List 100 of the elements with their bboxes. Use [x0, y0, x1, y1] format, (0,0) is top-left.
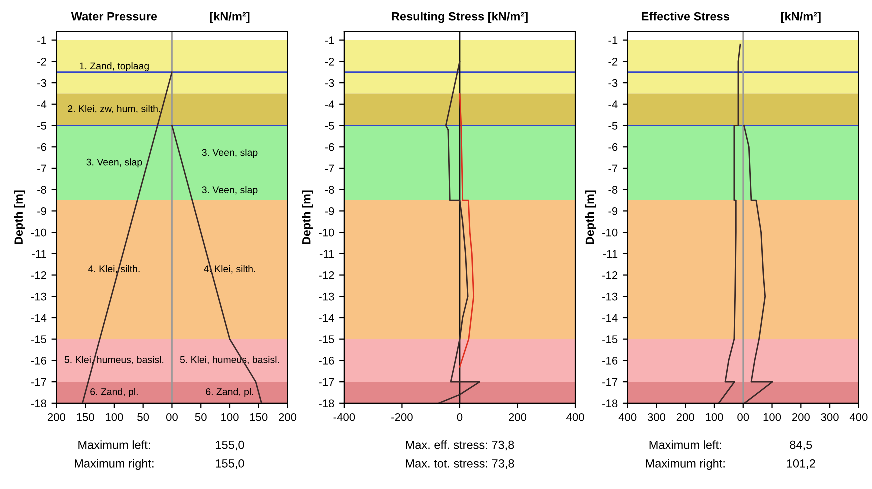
y-tick-label: -10: [602, 228, 618, 237]
y-tick-label: -1: [38, 36, 46, 44]
y-tick-label: -17: [31, 378, 46, 386]
text: 84,5: [790, 440, 812, 451]
y-tick-label: -4: [38, 100, 47, 108]
y-axis-title: Depth [m]: [586, 190, 597, 244]
x-tick-label: 200: [792, 413, 810, 422]
x-tick-label: 100: [106, 413, 124, 422]
y-tick-label: -12: [602, 272, 618, 280]
y-tick-label: -14: [602, 314, 618, 322]
band-label: 4. Klei, silth.: [204, 265, 256, 274]
y-tick-label: -7: [608, 164, 618, 173]
y-tick-label: -2: [325, 58, 334, 66]
chart-title: Effective Stress: [642, 12, 730, 21]
line-series: [438, 60, 481, 404]
y-tick-label: -15: [319, 336, 334, 344]
y-tick-label: -9: [608, 207, 618, 216]
y-tick-label: -17: [319, 378, 334, 386]
band-label: 6. Zand, pl.: [206, 388, 254, 398]
text: Maximum left:: [78, 440, 150, 450]
y-axis-title: Depth [m]: [302, 190, 314, 244]
y-tick-label: -8: [608, 186, 618, 194]
chart-title: Water Pressure: [71, 12, 158, 21]
y-tick-label: -11: [603, 250, 618, 258]
x-tick-label: 300: [648, 413, 666, 422]
y-tick-label: -4: [325, 100, 334, 108]
y-tick-label: -5: [608, 122, 618, 130]
y-tick-label: -8: [325, 186, 334, 194]
y-tick-label: -1: [608, 36, 618, 44]
x-tick-label: 200: [509, 413, 527, 422]
y-tick-label: -6: [608, 143, 618, 152]
y-tick-label: -18: [602, 400, 618, 408]
y-tick-label: -16: [319, 356, 334, 365]
text: Max. eff. stress: 73,8: [406, 440, 514, 451]
y-tick-label: -13: [319, 292, 334, 301]
y-tick-label: -3: [38, 79, 46, 88]
y-tick-label: -15: [31, 336, 46, 344]
y-tick-label: -9: [325, 207, 334, 216]
x-tick-label: 100: [706, 413, 724, 422]
y-tick-label: -14: [31, 314, 47, 322]
x-tick-label: 200: [279, 413, 297, 422]
y-tick-label: -11: [320, 250, 334, 258]
y-tick-label: -5: [38, 122, 46, 130]
x-tick-label: 200: [676, 413, 694, 422]
text: Maximum right:: [75, 459, 154, 470]
x-tick-label: 00: [166, 413, 178, 422]
x-tick-label: 400: [566, 413, 584, 422]
band-label: 3. Veen, slap: [202, 149, 258, 158]
chart-subtitle: [kN/m²]: [781, 12, 821, 24]
chart-title: Resulting Stress [kN/m²]: [392, 12, 528, 24]
y-tick-label: -9: [38, 207, 46, 216]
x-tick-label: 100: [764, 413, 782, 422]
band-label: 3. Veen, slap: [86, 158, 142, 168]
band-label: 1. Zand, toplaag: [80, 62, 149, 72]
x-tick-label: 50: [138, 413, 150, 422]
x-tick-label: 400: [850, 413, 868, 422]
y-tick-label: -6: [38, 143, 46, 152]
y-tick-label: -8: [38, 186, 46, 194]
x-tick-label: 50: [195, 413, 207, 422]
y-tick-label: -4: [608, 100, 618, 108]
x-tick-label: 300: [821, 413, 839, 422]
x-tick-label: 150: [250, 413, 268, 422]
line-series: [459, 93, 475, 368]
text: 101,2: [787, 459, 816, 470]
y-tick-label: -10: [319, 228, 334, 237]
text: Maximum right:: [646, 459, 725, 470]
band-label: 3. Veen, slap: [202, 186, 258, 196]
band-label: 2. Klei, zw, hum, silth.: [68, 105, 160, 114]
y-tick-label: -5: [325, 122, 334, 130]
text: 155,0: [216, 459, 244, 470]
x-tick-label: -200: [392, 413, 413, 422]
x-tick-label: 00: [738, 413, 750, 422]
y-tick-label: -10: [31, 228, 47, 237]
y-tick-label: -12: [319, 272, 334, 280]
band-label: 4. Klei, silth.: [88, 265, 140, 274]
y-tick-label: -3: [608, 79, 618, 88]
y-tick-label: -6: [325, 143, 334, 152]
y-tick-label: -18: [319, 400, 334, 408]
x-tick-label: 150: [77, 413, 94, 422]
band-label: 6. Zand, pl.: [90, 388, 138, 398]
x-tick-label: 0: [457, 413, 463, 422]
y-tick-label: -7: [38, 164, 46, 173]
y-tick-label: -13: [602, 292, 618, 301]
x-tick-label: 400: [618, 413, 637, 422]
y-tick-label: -13: [31, 292, 46, 301]
y-tick-label: -2: [608, 58, 618, 66]
y-tick-label: -16: [31, 356, 46, 365]
y-tick-label: -3: [325, 79, 334, 88]
line-series: [744, 125, 774, 404]
text: Max. tot. stress: 73,8: [406, 459, 514, 470]
band-label: 5. Klei, humeus, basisl.: [64, 356, 164, 364]
y-tick-label: -14: [319, 314, 334, 322]
line-series: [718, 44, 742, 404]
y-tick-label: -12: [31, 272, 46, 280]
y-axis-title: Depth [m]: [14, 190, 26, 244]
text: 155,0: [216, 440, 244, 451]
y-tick-label: -15: [602, 336, 618, 344]
y-tick-label: -11: [32, 250, 46, 258]
x-tick-label: 100: [222, 413, 239, 422]
y-tick-label: -17: [602, 378, 618, 386]
